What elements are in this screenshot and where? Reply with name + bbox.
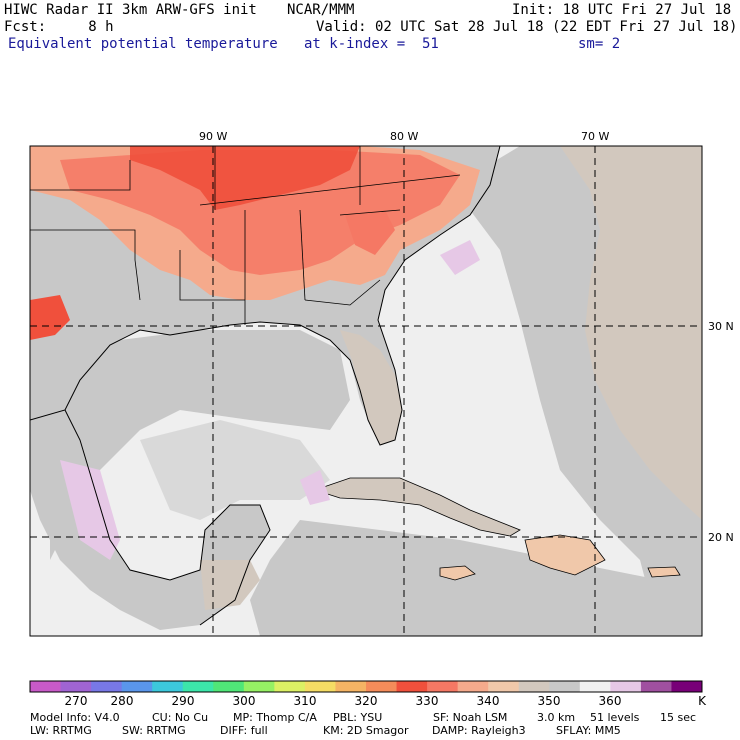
colorbar-swatch [30, 681, 62, 692]
colorbar-label-290: 290 [171, 694, 195, 708]
hispaniola [524, 534, 606, 576]
colorbar-swatch [518, 681, 550, 692]
colorbar-frame [29, 680, 703, 693]
colorbar-swatch [274, 681, 306, 692]
colorbar-swatch [60, 681, 92, 692]
init-time: Init: 18 UTC Fri 27 Jul 18 [512, 2, 732, 18]
colorbar-label-360: 360 [598, 694, 622, 708]
lon-label-90w: 90 W [199, 130, 228, 143]
colorbar-label-280: 280 [110, 694, 134, 708]
model-info-lw: LW: RRTMG [30, 724, 92, 737]
model-info-levels: 51 levels [590, 711, 640, 724]
colorbar-swatch [396, 681, 428, 692]
colorbar-swatch [579, 681, 611, 692]
colorbar-swatch [304, 681, 336, 692]
map-frame [29, 145, 703, 637]
model-info-timestep: 15 sec [660, 711, 697, 724]
institution-label: NCAR/MMM [287, 2, 355, 18]
colorbar-swatch [182, 681, 214, 692]
colorbar-swatch [488, 681, 520, 692]
colorbar-swatch [335, 681, 367, 692]
model-info-damp: DAMP: Rayleigh3 [432, 724, 526, 737]
colorbar-swatch [91, 681, 123, 692]
colorbar-swatch [671, 681, 703, 692]
model-info-mp: MP: Thomp C/A [233, 711, 317, 724]
colorbar-swatch [366, 681, 398, 692]
smoothing-value: sm= 2 [578, 36, 621, 52]
colorbar-swatch [457, 681, 489, 692]
lon-label-80w: 80 W [390, 130, 419, 143]
field-name: Equivalent potential temperature [8, 36, 278, 52]
colorbar-label-300: 300 [232, 694, 256, 708]
colorbar-swatch [640, 681, 672, 692]
us-coastline [30, 146, 501, 446]
colorbar-swatch [427, 681, 459, 692]
hottest-zone [130, 146, 360, 210]
lat-label-30n: 30 N [708, 320, 734, 333]
caribbean-grey [250, 520, 702, 636]
model-info-pbl: PBL: YSU [333, 711, 383, 724]
model-info-diff: DIFF: full [220, 724, 268, 737]
colorbar-swatch [213, 681, 245, 692]
colorbar-label-310: 310 [293, 694, 317, 708]
model-info-sw: SW: RRTMG [122, 724, 186, 737]
colorbar-label-340: 340 [476, 694, 500, 708]
model-info-resolution: 3.0 km [537, 711, 576, 724]
model-title: HIWC Radar II 3km ARW-GFS init [4, 2, 257, 18]
gulf-mid [140, 420, 330, 520]
graticule [30, 146, 702, 636]
colorbar-label-350: 350 [537, 694, 561, 708]
colorbar-swatch [243, 681, 275, 692]
colorbar-label-270: 270 [64, 694, 88, 708]
model-info-sf: SF: Noah LSM [433, 711, 508, 724]
purple-patch [440, 240, 480, 275]
colorbar-swatch [152, 681, 184, 692]
puerto-rico [647, 566, 681, 578]
colorbar-label-330: 330 [415, 694, 439, 708]
colorbar-swatch [121, 681, 153, 692]
florida [340, 330, 402, 445]
colorbar-unit: K [698, 694, 706, 708]
hot-spot-carolina [345, 210, 395, 255]
mexico-purple [60, 460, 120, 560]
colorbar [29, 680, 703, 693]
hot-spot-texas [30, 295, 70, 340]
cuba [313, 477, 521, 537]
forecast-hour: Fcst: 8 h [4, 19, 114, 35]
lon-label-70w: 70 W [581, 130, 610, 143]
colorbar-swatch [610, 681, 642, 692]
colorbar-label-320: 320 [354, 694, 378, 708]
model-info-km: KM: 2D Smagor [323, 724, 409, 737]
mexico-coastline [64, 409, 271, 626]
map-field [30, 146, 702, 636]
jamaica [439, 565, 476, 581]
colorbar-swatch [549, 681, 581, 692]
lat-label-20n: 20 N [708, 531, 734, 544]
level-index: at k-index = 51 [304, 36, 439, 52]
model-info-sflay: SFLAY: MM5 [556, 724, 621, 737]
state-borders [30, 146, 461, 325]
gulf-grey [50, 330, 350, 560]
model-info-version: Model Info: V4.0 [30, 711, 120, 724]
purple-patch-2 [300, 470, 330, 505]
valid-time: Valid: 02 UTC Sat 28 Jul 18 (22 EDT Fri … [316, 19, 738, 35]
model-info-cu: CU: No Cu [152, 711, 209, 724]
atlantic-tan [560, 146, 702, 520]
